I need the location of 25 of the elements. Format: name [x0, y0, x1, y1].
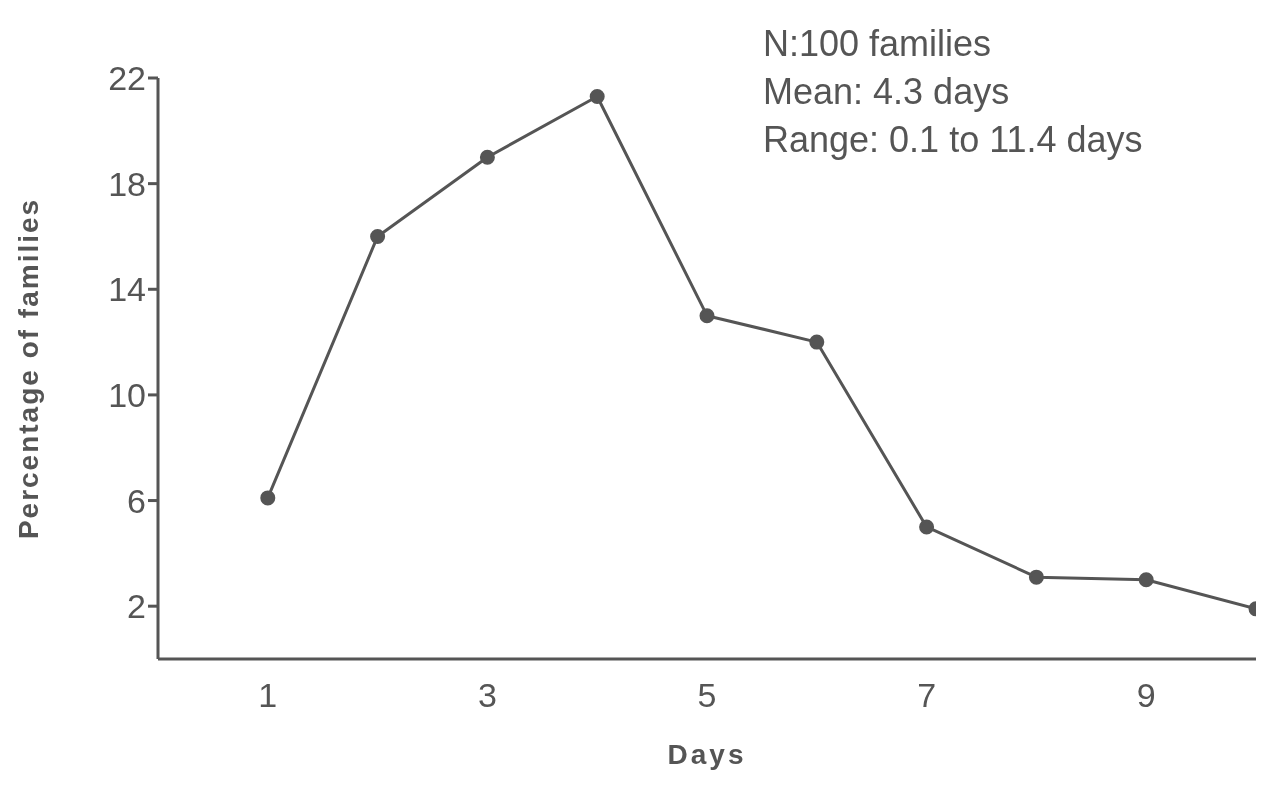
point [260, 490, 276, 506]
y-tick-label: 14 [108, 270, 146, 309]
y-axis-title: Percentage of families [12, 197, 44, 540]
y-tick-label: 18 [108, 164, 146, 203]
annotation: Range: 0.1 to 11.4 days [763, 118, 1143, 162]
point [370, 228, 386, 244]
point [589, 88, 605, 104]
point [479, 149, 495, 165]
point [1138, 572, 1154, 588]
x-tick-label: 5 [697, 676, 717, 715]
y-tick-label: 6 [127, 481, 146, 520]
x-axis-title: Days [667, 739, 747, 770]
point [919, 519, 935, 535]
point [699, 308, 715, 324]
point [809, 334, 825, 350]
text: N:100 families [763, 22, 993, 66]
x-tick-label: 3 [477, 676, 497, 715]
annotation: Mean: 4.3 days [763, 70, 1011, 114]
y-tick-label: 2 [127, 587, 146, 626]
point [1028, 569, 1044, 585]
x-tick-label: 9 [1136, 676, 1156, 715]
y-tick-label: 22 [108, 59, 146, 98]
x-tick-label: 1 [258, 676, 278, 715]
x-tick-label: 7 [917, 676, 937, 715]
y-tick-label: 10 [108, 375, 146, 414]
